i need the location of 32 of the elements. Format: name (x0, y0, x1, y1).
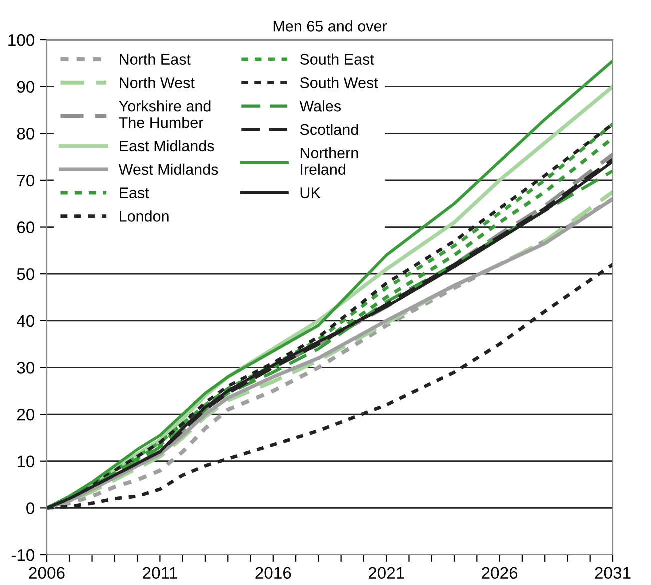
y-tick-label: 30 (17, 362, 35, 374)
y-tick-label: 20 (17, 408, 35, 421)
y-tick-label: 10 (18, 456, 35, 468)
legend-label: London (120, 210, 169, 222)
legend-label: South West (300, 77, 378, 88)
chart-title: Men 65 and over (274, 20, 388, 32)
x-tick-label: 2006 (29, 567, 65, 580)
y-tick-label: 60 (18, 222, 35, 234)
y-tick-label: 90 (17, 81, 35, 94)
legend-label: Yorkshire and The Humber (119, 100, 211, 128)
legend-label: West Midlands (118, 164, 218, 176)
y-tick-label: 70 (18, 174, 35, 187)
y-tick-label: 50 (17, 268, 35, 280)
x-tick-label: 2021 (368, 567, 404, 580)
x-tick-label: 2016 (256, 567, 292, 580)
x-tick-label: 2026 (482, 567, 518, 580)
legend-label: East Midlands (120, 140, 214, 152)
legend-label: UK (300, 188, 321, 198)
legend-label: East (120, 188, 150, 198)
y-tick-label: 40 (17, 315, 35, 328)
legend-label: South East (300, 54, 374, 65)
y-tick-label: 100 (8, 34, 35, 46)
legend-label: North East (120, 54, 191, 65)
y-tick-label: 80 (17, 128, 35, 140)
y-tick-label: -10 (12, 549, 35, 562)
x-tick-label: 2011 (143, 567, 178, 580)
legend-label: North West (120, 77, 195, 88)
y-tick-label: 0 (26, 502, 35, 514)
legend-label: Scotland (300, 124, 358, 136)
legend-label: Northern Ireland (300, 147, 358, 176)
x-tick-label: 2031 (595, 567, 631, 580)
legend-label: Wales (300, 100, 342, 112)
